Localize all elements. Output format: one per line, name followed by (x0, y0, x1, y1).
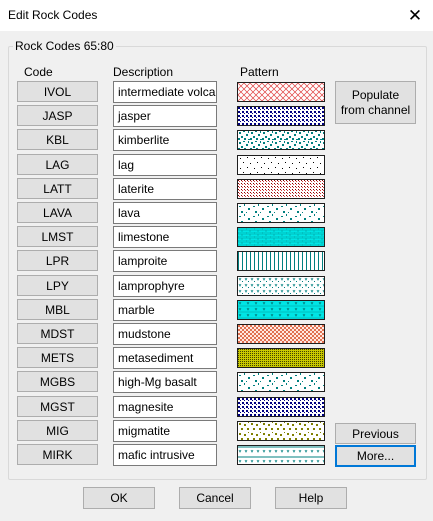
description-header: Description (113, 65, 174, 79)
group-title: Rock Codes 65:80 (13, 39, 116, 53)
code-button-lag[interactable]: LAG (17, 154, 98, 175)
pattern-swatch[interactable] (237, 276, 325, 296)
code-button-mgbs[interactable]: MGBS (17, 371, 98, 392)
pattern-swatch[interactable] (237, 251, 325, 271)
pattern-swatch[interactable] (237, 421, 325, 441)
description-field[interactable]: lava (113, 202, 217, 224)
code-button-mets[interactable]: METS (17, 347, 98, 368)
code-button-lmst[interactable]: LMST (17, 226, 98, 247)
pattern-swatch[interactable] (237, 372, 325, 392)
title-bar: Edit Rock Codes ✕ (0, 0, 433, 31)
populate-from-channel-button[interactable]: Populate from channel (335, 81, 416, 124)
pattern-swatch[interactable] (237, 348, 325, 368)
description-field[interactable]: metasediment (113, 347, 217, 369)
code-header: Code (24, 65, 53, 79)
pattern-swatch[interactable] (237, 155, 325, 175)
description-field[interactable]: intermediate volcani (113, 81, 217, 103)
description-field[interactable]: mudstone (113, 323, 217, 345)
ok-button[interactable]: OK (83, 487, 155, 509)
code-button-latt[interactable]: LATT (17, 178, 98, 199)
pattern-swatch[interactable] (237, 397, 325, 417)
code-button-lava[interactable]: LAVA (17, 202, 98, 223)
pattern-header: Pattern (240, 65, 279, 79)
code-button-lpy[interactable]: LPY (17, 275, 98, 296)
code-button-jasp[interactable]: JASP (17, 105, 98, 126)
pattern-swatch[interactable] (237, 445, 325, 465)
window-title: Edit Rock Codes (8, 8, 98, 22)
cancel-button[interactable]: Cancel (179, 487, 251, 509)
code-button-ivol[interactable]: IVOL (17, 81, 98, 102)
code-button-mig[interactable]: MIG (17, 420, 98, 441)
pattern-swatch[interactable] (237, 324, 325, 344)
pattern-swatch[interactable] (237, 203, 325, 223)
pattern-swatch[interactable] (237, 227, 325, 247)
description-field[interactable]: kimberlite (113, 129, 217, 151)
description-field[interactable]: lag (113, 154, 217, 176)
pattern-swatch[interactable] (237, 106, 325, 126)
description-field[interactable]: limestone (113, 226, 217, 248)
close-icon[interactable]: ✕ (407, 6, 423, 25)
description-field[interactable]: migmatite (113, 420, 217, 442)
description-field[interactable]: mafic intrusive (113, 444, 217, 466)
rock-codes-group (8, 46, 427, 480)
code-button-mdst[interactable]: MDST (17, 323, 98, 344)
description-field[interactable]: marble (113, 299, 217, 321)
code-button-kbl[interactable]: KBL (17, 129, 98, 150)
code-button-lpr[interactable]: LPR (17, 250, 98, 271)
description-field[interactable]: jasper (113, 105, 217, 127)
description-field[interactable]: lamprophyre (113, 275, 217, 297)
description-field[interactable]: laterite (113, 178, 217, 200)
description-field[interactable]: high-Mg basalt (113, 371, 217, 393)
pattern-swatch[interactable] (237, 82, 325, 102)
pattern-swatch[interactable] (237, 300, 325, 320)
help-button[interactable]: Help (275, 487, 347, 509)
pattern-swatch[interactable] (237, 130, 325, 150)
code-button-mgst[interactable]: MGST (17, 396, 98, 417)
more-button[interactable]: More... (335, 445, 416, 467)
previous-button[interactable]: Previous (335, 423, 416, 444)
description-field[interactable]: lamproite (113, 250, 217, 272)
code-button-mirk[interactable]: MIRK (17, 444, 98, 465)
code-button-mbl[interactable]: MBL (17, 299, 98, 320)
description-field[interactable]: magnesite (113, 396, 217, 418)
pattern-swatch[interactable] (237, 179, 325, 199)
